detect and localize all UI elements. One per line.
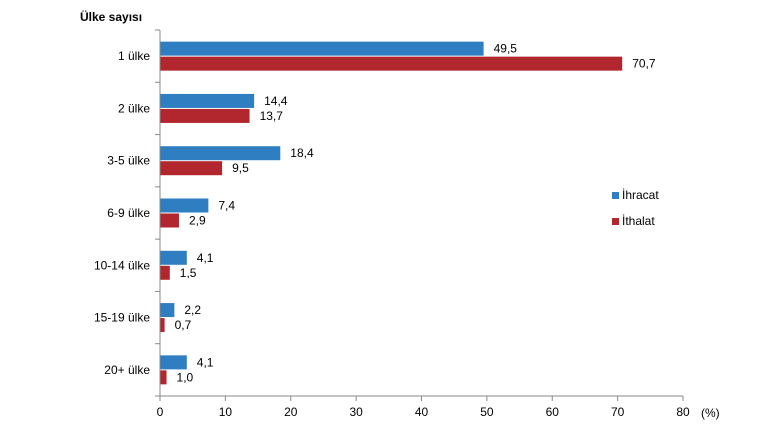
category-label: 10-14 ülke <box>94 258 150 272</box>
category-label: 15-19 ülke <box>94 311 150 325</box>
category-label: 6-9 ülke <box>107 206 150 220</box>
ihracat-bar <box>160 198 209 213</box>
category-label: 2 ülke <box>118 101 150 115</box>
data-label: 2,2 <box>184 303 201 317</box>
x-tick-label: 30 <box>349 405 363 419</box>
data-label: 1,5 <box>180 266 197 280</box>
legend: İhracat İthalat <box>612 188 659 228</box>
legend-swatch <box>612 218 619 225</box>
legend-swatch <box>612 192 619 199</box>
data-label: 49,5 <box>494 42 518 56</box>
x-tick-label: 40 <box>415 405 429 419</box>
x-axis-unit-label: (%) <box>701 406 720 420</box>
ihracat-bar <box>160 41 484 56</box>
ithalat-bar <box>160 318 165 333</box>
ihracat-bar <box>160 303 175 318</box>
y-axis-title: Ülke sayısı <box>80 9 142 24</box>
data-label: 13,7 <box>260 109 284 123</box>
data-label: 9,5 <box>232 161 249 175</box>
ithalat-bar <box>160 161 223 176</box>
ithalat-bar <box>160 265 170 280</box>
data-label: 70,7 <box>632 57 656 71</box>
data-label: 18,4 <box>290 146 314 160</box>
axes-group: 1 ülke 2 ülke 3-5 ülke 6-9 ülke 10-14 ülke 15… <box>94 29 720 420</box>
ithalat-bar <box>160 213 179 228</box>
legend-label: İthalat <box>622 214 655 228</box>
x-tick-label: 0 <box>157 405 164 419</box>
x-tick-label: 80 <box>676 405 690 419</box>
ihracat-bar <box>160 146 281 161</box>
ithalat-bar <box>160 56 623 71</box>
x-tick-label: 50 <box>480 405 494 419</box>
ihracat-bar <box>160 250 187 265</box>
data-label: 14,4 <box>264 94 288 108</box>
ihracat-bar <box>160 93 255 108</box>
category-label: 1 ülke <box>118 49 150 63</box>
legend-label: İhracat <box>622 188 659 202</box>
ihracat-bar <box>160 355 187 370</box>
ithalat-bar <box>160 370 167 385</box>
data-label: 7,4 <box>218 199 235 213</box>
data-label: 2,9 <box>189 214 206 228</box>
category-label: 3-5 ülke <box>107 154 150 168</box>
x-tick-label: 20 <box>284 405 298 419</box>
data-label: 4,1 <box>197 355 214 369</box>
data-label: 4,1 <box>197 251 214 265</box>
data-label: 0,7 <box>175 318 192 332</box>
category-label: 20+ ülke <box>104 363 150 377</box>
x-tick-label: 60 <box>546 405 560 419</box>
ithalat-bar <box>160 108 250 123</box>
x-tick-label: 10 <box>219 405 233 419</box>
x-tick-label: 70 <box>611 405 625 419</box>
bars-group: 49,570,714,413,718,49,57,42,94,11,52,20,… <box>160 41 656 385</box>
data-label: 1,0 <box>177 370 194 384</box>
